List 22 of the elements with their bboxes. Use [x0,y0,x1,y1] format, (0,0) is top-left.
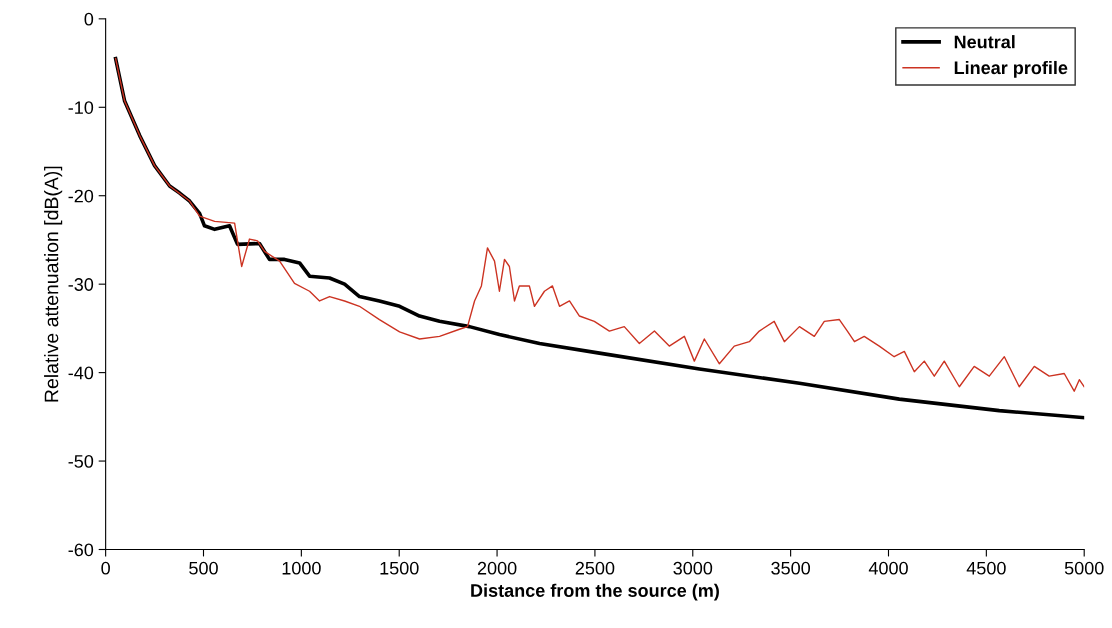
y-tick-label: -10 [68,101,94,114]
x-tick-label: 1500 [380,561,419,575]
x-tick-label: 5000 [1064,561,1104,575]
x-tick-label: 3500 [771,561,811,575]
y-tick-label: -60 [68,543,94,557]
y-tick-label: 0 [84,12,94,26]
x-tick-label: 4000 [868,561,908,575]
x-tick-label: 2000 [477,561,517,575]
x-tick-label: 0 [101,561,110,575]
x-tick-label: 2500 [575,561,615,575]
y-axis-title: Relative attenuation [dB(A)] [44,166,63,402]
x-tick-label: 3000 [673,561,713,575]
y-tick-label: -30 [68,278,94,291]
x-tick-label: 4500 [966,561,1006,575]
x-tick-label: 1000 [282,561,321,575]
x-tick-label: 500 [189,561,218,575]
y-tick-label: -50 [68,454,94,468]
y-tick-label: -20 [68,189,94,203]
legend-label: Linear profile [954,60,1068,78]
y-tick-label: -40 [68,366,94,380]
x-axis-title: Distance from the source (m) [471,583,719,601]
legend-label: Neutral [954,35,1015,49]
